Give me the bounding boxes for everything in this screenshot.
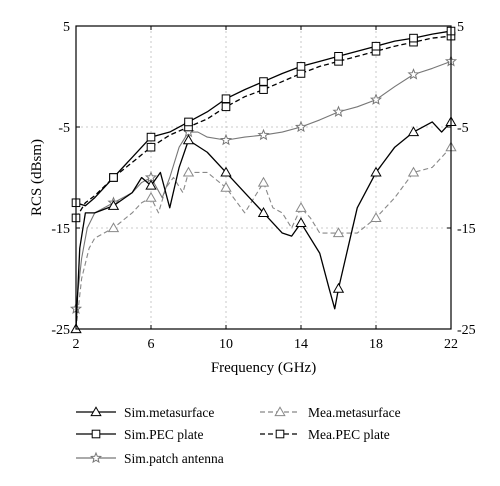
series-sim-metasurface [70, 116, 457, 334]
data-point-sim-patch-antenna [369, 93, 383, 105]
y-tick-label: -5 [58, 121, 70, 136]
legend-label: Sim.patch antenna [124, 451, 224, 466]
x-tick-label: 2 [73, 337, 80, 352]
legend-item-mea-pec-plate: Mea.PEC plate [260, 427, 390, 442]
data-point-sim-metasurface [370, 166, 382, 177]
data-point-sim-pec-plate [259, 77, 268, 86]
data-point-mea-metasurface [182, 166, 195, 177]
series-layer [69, 26, 458, 334]
series-line-sim-metasurface [75, 121, 452, 330]
data-point-sim-patch-antenna [332, 105, 345, 117]
legend-label: Sim.PEC plate [124, 427, 204, 442]
plot-frame [75, 25, 452, 330]
data-point-mea-metasurface [407, 166, 420, 177]
data-point-sim-patch-antenna [294, 120, 308, 133]
data-point-sim-pec-plate [184, 117, 193, 127]
x-tick-label: 10 [219, 337, 233, 352]
x-tick-label: 18 [369, 337, 383, 352]
series-line-sim-pec-plate [75, 30, 452, 207]
y-tick-label-right: -25 [457, 323, 476, 338]
y-tick-label: 5 [63, 20, 70, 35]
data-point-sim-pec-plate [334, 52, 343, 61]
x-tick-label: 14 [294, 337, 308, 352]
data-point-sim-patch-antenna [257, 128, 270, 141]
data-point-sim-metasurface [145, 179, 157, 190]
data-point-sim-pec-plate [296, 62, 306, 71]
legend-marker [91, 429, 101, 439]
legend-item-sim-pec-plate: Sim.PEC plate [76, 427, 204, 442]
series-line-mea-metasurface [75, 146, 452, 330]
legend-marker [275, 429, 285, 439]
data-point-sim-pec-plate [371, 41, 381, 51]
y-tick-label-right: -5 [457, 121, 469, 136]
data-point-sim-pec-plate [109, 173, 118, 182]
data-point-sim-pec-plate [409, 33, 418, 43]
data-point-mea-pec-plate [146, 142, 156, 152]
y-tick-label: -25 [51, 323, 70, 338]
tick-layer: 2 6 10 14 18 22-25 -25-15 -15-5 -55 5 [51, 20, 475, 352]
data-point-mea-metasurface [220, 181, 232, 192]
y-axis-title: RCS (dBsm) [29, 139, 45, 216]
x-tick-label: 22 [444, 337, 458, 352]
y-tick-label: -15 [51, 222, 70, 237]
data-point-sim-metasurface [257, 207, 270, 217]
legend-label: Sim.metasurface [124, 405, 214, 420]
data-point-sim-metasurface [332, 282, 345, 293]
data-point-sim-metasurface [220, 166, 232, 177]
legend-item-mea-metasurface: Mea.metasurface [260, 405, 401, 420]
legend-marker [89, 451, 103, 464]
data-point-sim-patch-antenna [407, 68, 420, 80]
data-point-mea-pec-plate [221, 102, 231, 112]
data-point-sim-metasurface [295, 217, 307, 228]
legend-label: Mea.metasurface [308, 405, 401, 420]
data-point-mea-metasurface [332, 227, 345, 238]
data-point-sim-metasurface [407, 126, 420, 137]
data-point-mea-metasurface [257, 176, 270, 187]
data-point-mea-metasurface [145, 191, 157, 202]
data-point-sim-pec-plate [146, 132, 156, 142]
y-tick-label-right: 5 [457, 20, 464, 35]
x-tick-label: 6 [148, 337, 155, 352]
data-point-mea-metasurface [107, 222, 120, 233]
data-point-sim-patch-antenna [219, 133, 233, 146]
data-point-mea-metasurface [370, 212, 382, 222]
legend-label: Mea.PEC plate [308, 427, 390, 442]
data-point-sim-patch-antenna [144, 171, 158, 183]
y-tick-label-right: -15 [457, 222, 476, 237]
data-point-sim-metasurface [107, 199, 120, 210]
legend-item-sim-patch-antenna: Sim.patch antenna [76, 451, 224, 466]
data-point-sim-metasurface [182, 134, 195, 145]
series-mea-metasurface [70, 141, 457, 334]
legend-item-sim-metasurface: Sim.metasurface [76, 405, 214, 420]
data-point-mea-pec-plate [296, 69, 306, 78]
data-point-sim-pec-plate [221, 94, 231, 104]
legend-marker [274, 406, 286, 417]
data-point-mea-pec-plate [259, 85, 268, 94]
series-line-sim-patch-antenna [75, 60, 452, 309]
legend: Sim.metasurface Sim.PEC plate Sim.patch an… [76, 405, 401, 466]
legend-marker [90, 406, 102, 417]
data-point-mea-metasurface [295, 201, 307, 212]
x-axis-title: Frequency (GHz) [211, 360, 316, 376]
series-line-mea-pec-plate [75, 35, 452, 219]
